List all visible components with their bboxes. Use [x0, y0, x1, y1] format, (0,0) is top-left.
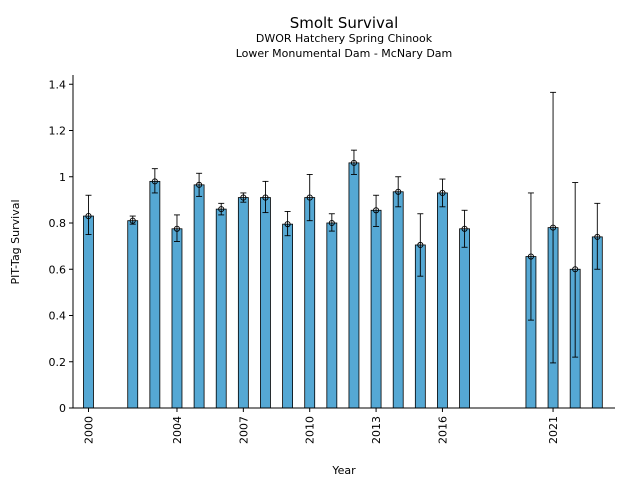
point-2002 — [129, 217, 136, 224]
y-tick-label-1: 0.2 — [49, 356, 67, 369]
bar-2008 — [260, 197, 271, 409]
x-tick-label-3: 2010 — [304, 416, 317, 444]
point-2009 — [284, 221, 291, 228]
point-2007 — [240, 194, 247, 201]
bar-2013 — [370, 209, 382, 409]
bar-2006 — [215, 208, 227, 409]
y-tick-label-4: 0.8 — [49, 217, 67, 230]
bar-2012 — [348, 162, 360, 409]
y-tick-label-0: 0 — [59, 402, 66, 415]
chart-subtitle-line-1: DWOR Hatchery Spring Chinook — [256, 32, 433, 45]
bar-2014 — [392, 191, 404, 409]
x-axis-label: Year — [331, 464, 356, 477]
chart-subtitle-line-2: Lower Monumental Dam - McNary Dam — [236, 47, 453, 60]
point-2012 — [350, 159, 358, 166]
bar-2004 — [171, 228, 183, 409]
x-tick-label-4: 2013 — [370, 416, 383, 444]
point-2000 — [85, 213, 92, 220]
bar-2009 — [282, 223, 293, 409]
bar-2002 — [127, 220, 139, 409]
y-tick-label-7: 1.4 — [49, 78, 67, 91]
point-2016 — [439, 189, 446, 196]
x-tick-label-6: 2021 — [547, 416, 560, 444]
point-2023 — [594, 233, 601, 240]
point-2011 — [328, 219, 335, 227]
point-2006 — [218, 206, 225, 213]
point-2022 — [572, 266, 579, 273]
bar-2000 — [83, 215, 94, 409]
point-2010 — [306, 194, 313, 201]
point-2004 — [173, 225, 181, 232]
bar-2005 — [193, 184, 205, 409]
y-tick-label-3: 0.6 — [49, 263, 67, 276]
bar-2007 — [237, 197, 249, 409]
bar-2010 — [304, 197, 316, 409]
point-2017 — [461, 225, 468, 232]
x-tick-label-0: 2000 — [82, 416, 95, 444]
bar-2016 — [437, 192, 448, 409]
point-2015 — [417, 241, 424, 249]
point-2008 — [262, 194, 269, 201]
bar-2003 — [149, 180, 161, 409]
y-tick-label-6: 1.2 — [49, 125, 67, 138]
bar-2011 — [326, 222, 338, 409]
x-tick-label-5: 2016 — [436, 416, 449, 444]
x-tick-label-1: 2004 — [171, 416, 184, 444]
x-tick-label-2: 2007 — [237, 416, 250, 444]
point-2013 — [373, 207, 380, 214]
bar-2017 — [459, 228, 470, 409]
y-axis-label: PIT-Tag Survival — [9, 199, 22, 284]
point-2014 — [395, 188, 402, 195]
point-2020 — [527, 253, 534, 260]
y-tick-label-2: 0.4 — [49, 310, 67, 323]
y-tick-label-5: 1 — [59, 171, 66, 184]
point-2005 — [196, 181, 203, 188]
plot-area: 0 0.2 0.4 0.6 0.8 1 1.2 1.4 2000 2004 2007 2010 2013… — [49, 75, 615, 444]
point-2003 — [151, 178, 158, 185]
point-2021 — [550, 224, 557, 231]
chart-title: Smolt Survival — [290, 14, 399, 32]
